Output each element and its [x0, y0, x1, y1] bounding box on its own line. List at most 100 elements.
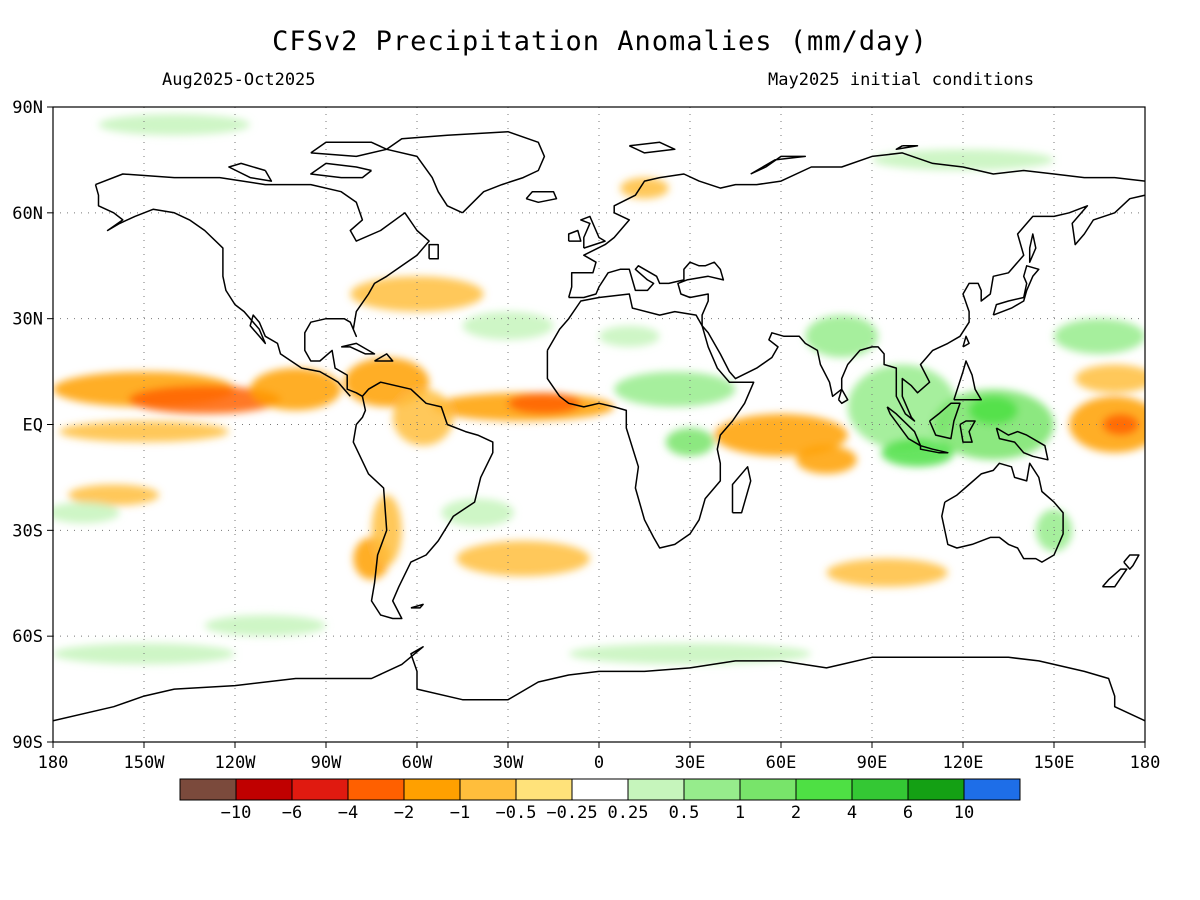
lat-tick-label: 90S: [12, 733, 43, 753]
anomaly-region: [250, 368, 342, 411]
coastline: [374, 353, 394, 362]
lon-tick-label: 150E: [1034, 753, 1075, 773]
coastline: [628, 141, 676, 154]
lat-tick-label: EQ: [23, 416, 43, 436]
colorbar-label: −1: [450, 803, 470, 823]
anomaly-region: [969, 396, 1018, 425]
coastline: [567, 229, 582, 242]
coastline: [385, 130, 546, 214]
lat-tick-label: 60N: [12, 204, 43, 224]
colorbar-label: −0.5: [496, 803, 537, 823]
anomaly-region: [805, 315, 879, 358]
anomaly-layer: [53, 114, 1145, 665]
anomaly-region: [872, 149, 1054, 171]
coastline: [750, 155, 807, 175]
colorbar-swatch: [739, 778, 797, 801]
lat-tick-label: 90N: [12, 98, 43, 118]
lon-tick-label: 180: [38, 753, 69, 773]
anomaly-region: [714, 413, 848, 457]
forecast-period: Aug2025-Oct2025: [162, 70, 316, 90]
colorbar-swatch: [515, 778, 573, 801]
coastline: [959, 420, 976, 443]
coastline: [580, 215, 606, 249]
colorbar-label: −0.25: [546, 803, 597, 823]
anomaly-region: [599, 325, 660, 347]
anomaly-region: [204, 615, 326, 637]
coastline: [94, 184, 351, 397]
anomaly-region: [1054, 318, 1145, 354]
colorbar: −10 −6 −4 −2 −1 −0.5 −0.25 0.25 0.5 1 2 4 6 10: [179, 778, 1021, 823]
coastline: [525, 190, 558, 204]
coastline: [228, 162, 273, 182]
coastline: [1101, 568, 1128, 588]
colorbar-swatch: [403, 778, 461, 801]
coastline: [953, 360, 982, 401]
colorbar-swatch: [851, 778, 909, 801]
colorbar-label: 10: [954, 803, 974, 823]
lat-tick-label: 60S: [12, 627, 43, 647]
colorbar-label: 1: [735, 803, 745, 823]
initial-conditions-label: May2025 initial conditions: [768, 70, 1035, 90]
map-title: CFSv2 Precipitation Anomalies (mm/day): [272, 26, 928, 57]
lon-tick-label: 90E: [857, 753, 888, 773]
coastline: [837, 388, 849, 405]
lon-tick-label: 60W: [402, 753, 433, 773]
colorbar-swatch: [963, 778, 1021, 801]
colorbar-swatch: [347, 778, 405, 801]
colorbar-swatch: [683, 778, 741, 801]
colorbar-swatch: [235, 778, 293, 801]
colorbar-swatch: [795, 778, 853, 801]
coastline: [310, 162, 372, 179]
coastline: [941, 462, 1064, 563]
longitude-axis: 180 150W 120W 90W 60W 30W 0 30E 60E 90E 120E 150E 18…: [38, 742, 1161, 773]
colorbar-swatch: [571, 778, 629, 801]
anomaly-region: [1102, 413, 1139, 436]
anomaly-region: [128, 385, 281, 414]
coastline: [995, 427, 1049, 461]
anomaly-region: [392, 389, 454, 446]
colorbar-swatch: [179, 778, 237, 801]
anomaly-region: [1075, 364, 1145, 393]
coastlines: [53, 130, 1145, 722]
coastline: [992, 265, 1040, 316]
colorbar-label: −4: [338, 803, 358, 823]
anomaly-region: [665, 428, 715, 457]
anomaly-region: [614, 371, 736, 407]
lon-tick-label: 30E: [675, 753, 706, 773]
anomaly-region: [796, 445, 857, 474]
latitude-axis: 90N 60N 30N EQ 30S 60S 90S: [12, 98, 53, 753]
coastline: [310, 141, 388, 158]
colorbar-label: 0.25: [608, 803, 649, 823]
colorbar-swatch: [907, 778, 965, 801]
lon-tick-label: 180: [1130, 753, 1161, 773]
colorbar-label: 4: [847, 803, 857, 823]
coastline: [895, 145, 919, 151]
coastline: [919, 444, 949, 454]
colorbar-label: −6: [282, 803, 302, 823]
colorbar-swatch: [291, 778, 349, 801]
lat-tick-label: 30N: [12, 310, 43, 330]
colorbar-label: −2: [394, 803, 414, 823]
coastline: [567, 152, 1145, 298]
colorbar-label: 2: [791, 803, 801, 823]
grid-lines: [53, 107, 1145, 742]
anomaly-region: [350, 276, 484, 312]
anomaly-region: [826, 558, 948, 587]
anomaly-region: [441, 498, 515, 527]
anomaly-region: [456, 540, 590, 577]
coastline: [546, 293, 755, 549]
anomaly-region: [68, 484, 160, 506]
coastline: [731, 466, 752, 514]
anomaly-region: [881, 438, 954, 467]
anomaly-region: [59, 420, 229, 443]
coastline: [928, 402, 961, 440]
coastline: [962, 335, 970, 348]
coastline: [568, 194, 1145, 422]
lon-tick-label: 120W: [215, 753, 257, 773]
anomaly-region: [462, 311, 554, 340]
lat-tick-label: 30S: [12, 521, 43, 541]
coastline: [95, 173, 494, 620]
lon-tick-label: 150W: [124, 753, 166, 773]
coastline: [1028, 233, 1037, 263]
